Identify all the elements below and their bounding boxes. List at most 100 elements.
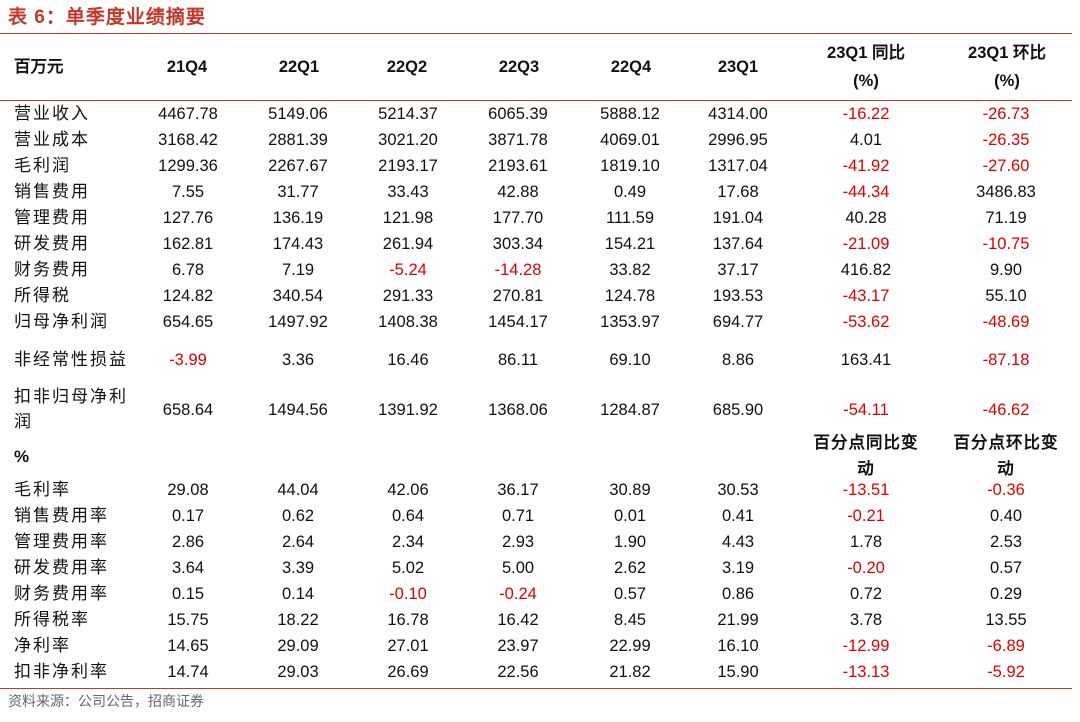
table-cell: 5888.12 [600, 104, 660, 123]
table-cell: 13.55 [985, 610, 1027, 629]
table-cell: 177.70 [492, 208, 544, 227]
table-cell: 40.28 [845, 208, 887, 227]
table-cell: -53.62 [842, 312, 890, 331]
col-header-22q2: 22Q2 [386, 58, 428, 76]
table-cell: 2193.61 [488, 156, 548, 175]
col-header-yoy: 23Q1 同比 (%) [795, 34, 937, 100]
table-cell: 111.59 [605, 208, 655, 227]
table-cell: 5149.06 [268, 104, 328, 123]
table-cell: 44.04 [277, 480, 319, 499]
col-header-22q4: 22Q4 [610, 58, 652, 76]
table-cell: 1497.92 [268, 312, 328, 331]
table-row: 扣非归母净利润 658.64 1494.56 1391.92 1368.06 1284.8… [0, 385, 1072, 435]
table-cell: -87.18 [982, 350, 1030, 369]
table-cell: 30.89 [609, 480, 651, 499]
row-label: 研发费用 [14, 233, 90, 254]
row-label: 所得税率 [14, 609, 90, 630]
table-cell: 71.19 [985, 208, 1027, 227]
row-label: 销售费用率 [14, 505, 109, 526]
col-header-21q4: 21Q4 [166, 58, 208, 76]
table-cell: 3.64 [171, 558, 205, 577]
table-cell: 694.77 [712, 312, 764, 331]
pct-yoy-header: 百分点同比变动 [813, 434, 919, 478]
qoq-label: 23Q1 环比 [968, 44, 1046, 62]
table-cell: 270.81 [492, 286, 544, 305]
yoy-label: 23Q1 同比 [827, 44, 905, 62]
row-label: 营业收入 [14, 103, 90, 124]
table-cell: 33.82 [609, 260, 651, 279]
table-row: 管理费用 127.76 136.19 121.98 177.70 111.59 191.04… [0, 205, 1072, 231]
table-row: 所得税 124.82 340.54 291.33 270.81 124.78 193.53 -… [0, 283, 1072, 309]
table-cell: 163.41 [840, 350, 892, 369]
table-cell: 15.75 [167, 610, 209, 629]
table-cell: 15.90 [717, 662, 759, 681]
table-cell: 18.22 [277, 610, 319, 629]
col-header-qoq: 23Q1 环比 (%) [937, 34, 1077, 100]
table-cell: 27.01 [387, 636, 429, 655]
table-cell: 2.62 [613, 558, 647, 577]
table-cell: 14.65 [167, 636, 209, 655]
table-cell: 1368.06 [488, 400, 548, 419]
table-cell: 2267.67 [268, 156, 328, 175]
table-cell: 7.19 [281, 260, 315, 279]
table-cell: 4467.78 [158, 104, 218, 123]
table-cell: 1.78 [849, 532, 883, 551]
table-cell: -14.28 [494, 260, 542, 279]
table-row: 营业收入 4467.78 5149.06 5214.37 6065.39 5888.12 4… [0, 101, 1072, 127]
table-cell: 0.29 [989, 584, 1023, 603]
col-header-22q3: 22Q3 [498, 58, 540, 76]
table-cell: 2996.95 [708, 130, 768, 149]
table-cell: 8.86 [721, 350, 755, 369]
table-cell: 1353.97 [600, 312, 660, 331]
table-cell: 3021.20 [378, 130, 438, 149]
row-label: 销售费用 [14, 181, 90, 202]
table-cell: 29.09 [277, 636, 319, 655]
table-row: 营业成本 3168.42 2881.39 3021.20 3871.78 4069.01 2… [0, 127, 1072, 153]
table-cell: 137.64 [712, 234, 764, 253]
table-cell: 30.53 [717, 480, 759, 499]
table-cell: 4314.00 [708, 104, 768, 123]
table-cell: 2.86 [171, 532, 205, 551]
row-label: 营业成本 [14, 129, 90, 150]
header-rule [0, 100, 1072, 101]
table-cell: 5.02 [391, 558, 425, 577]
table-cell: 5214.37 [378, 104, 438, 123]
table-cell: 0.01 [613, 506, 647, 525]
table-cell: 16.10 [717, 636, 759, 655]
table-cell: 37.17 [717, 260, 759, 279]
table-cell: 1454.17 [488, 312, 548, 331]
table-row: 毛利率 29.08 44.04 42.06 36.17 30.89 30.53 -13.51 -… [0, 477, 1072, 503]
row-label: 管理费用 [14, 207, 90, 228]
table-cell: -16.22 [842, 104, 890, 123]
yoy-unit: (%) [853, 72, 879, 90]
table-cell: 2.93 [501, 532, 535, 551]
table-cell: 0.86 [721, 584, 755, 603]
row-label: 财务费用 [14, 259, 90, 280]
table-cell: 0.40 [989, 506, 1023, 525]
table-row: 毛利润 1299.36 2267.67 2193.17 2193.61 1819.10 13… [0, 153, 1072, 179]
table-cell: 261.94 [382, 234, 434, 253]
table-row: 管理费用率 2.86 2.64 2.34 2.93 1.90 4.43 1.78 2.53 [0, 529, 1072, 555]
table-cell: 21.99 [717, 610, 759, 629]
table-cell: 86.11 [497, 350, 539, 369]
table-cell: 1284.87 [600, 400, 660, 419]
row-label: 扣非归母净利润 [14, 387, 128, 432]
table-cell: 154.21 [604, 234, 656, 253]
table-cell: 3.19 [721, 558, 755, 577]
table-cell: 1408.38 [378, 312, 438, 331]
table-cell: 174.43 [272, 234, 324, 253]
table-row: 财务费用率 0.15 0.14 -0.10 -0.24 0.57 0.86 0.72 0.29 [0, 581, 1072, 607]
table-cell: 55.10 [985, 286, 1027, 305]
table-cell: 1391.92 [378, 400, 438, 419]
table-cell: -44.34 [842, 182, 890, 201]
table-cell: 193.53 [712, 286, 764, 305]
table-cell: 23.97 [497, 636, 539, 655]
table-cell: -48.69 [982, 312, 1030, 331]
table-cell: -0.24 [499, 584, 537, 603]
pct-section-label: % [14, 446, 30, 466]
row-label: 毛利润 [14, 155, 71, 176]
table-row: 净利率 14.65 29.09 27.01 23.97 22.99 16.10 -12.99 -… [0, 633, 1072, 659]
table-cell: 3486.83 [976, 182, 1036, 201]
table-cell: 0.17 [171, 506, 205, 525]
table-cell: 340.54 [272, 286, 324, 305]
